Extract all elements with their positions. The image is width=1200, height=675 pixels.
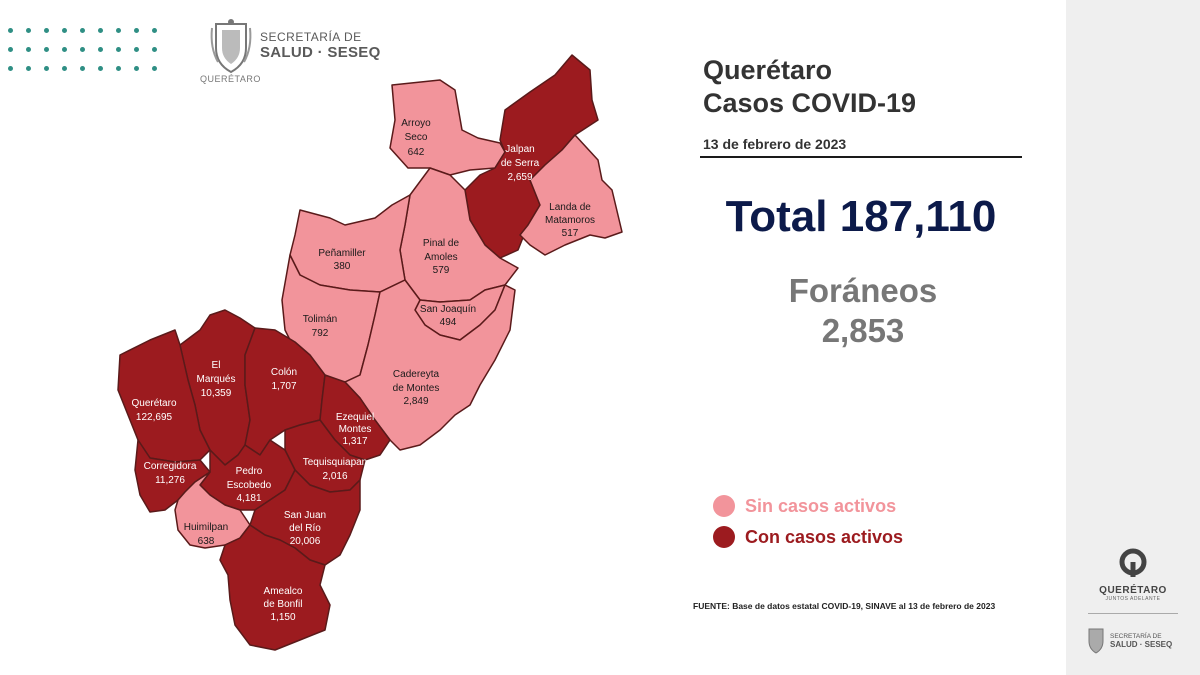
region-name-pedro-escobedo: Escobedo <box>227 480 272 491</box>
region-cases-el-marques: 10,359 <box>201 388 232 399</box>
region-name-san-joaquin: San Joaquín <box>420 304 476 315</box>
region-name-amealco: Amealco <box>264 586 303 597</box>
legend-label-active: Con casos activos <box>745 526 904 547</box>
sidebar-seal-icon <box>1088 628 1104 654</box>
region-cases-colon: 1,707 <box>271 381 296 392</box>
region-name-jalpan: de Serra <box>501 158 540 169</box>
legend-label-inactive: Sin casos activos <box>745 495 897 516</box>
region-cases-toliman: 792 <box>312 328 329 339</box>
region-name-ezequiel: Montes <box>339 424 372 435</box>
logo-line2: SALUD · SESEQ <box>260 44 381 61</box>
seseq-logo: SECRETARÍA DE SALUD · SESEQ <box>208 18 381 76</box>
region-name-tequisquiapan: Tequisquiapan <box>303 457 368 468</box>
sidebar-seal-line1: SECRETARÍA DE <box>1110 633 1162 640</box>
region-amealco <box>219 524 331 651</box>
logo-line1: SECRETARÍA DE <box>260 30 362 44</box>
legend-item-active: Con casos activos <box>713 526 903 548</box>
region-landa <box>519 134 623 256</box>
region-name-arroyo-seco: Arroyo <box>401 118 431 129</box>
region-cases-cadereyta: 2,849 <box>403 396 428 407</box>
region-name-el-marques: El <box>212 360 221 371</box>
region-penamiller <box>289 194 411 293</box>
state-seal-icon <box>210 19 252 74</box>
legend-swatch-active <box>713 526 735 548</box>
queretaro-brand-logo: QUERÉTARO JUNTOS ADELANTE <box>1066 548 1200 602</box>
title-divider <box>700 156 1022 158</box>
seal-caption: QUERÉTARO <box>200 74 261 84</box>
page-title: Querétaro Casos COVID-19 <box>703 54 916 120</box>
sidebar-seal-line2: SALUD · SESEQ <box>1110 640 1173 649</box>
source-note: FUENTE: Base de datos estatal COVID-19, … <box>693 601 996 611</box>
region-cases-san-juan: 20,006 <box>290 536 321 547</box>
region-name-san-juan: San Juan <box>284 510 326 521</box>
region-name-penamiller: Peñamiller <box>318 248 366 259</box>
foraneos-value: 2,853 <box>821 312 905 349</box>
sidebar-divider <box>1088 613 1178 614</box>
region-name-cadereyta: Cadereyta <box>393 369 440 380</box>
region-name-arroyo-seco: Seco <box>405 132 428 143</box>
region-name-huimilpan: Huimilpan <box>184 522 228 533</box>
title-line2: Casos COVID-19 <box>703 88 917 118</box>
region-name-ezequiel: Ezequiel <box>336 412 374 423</box>
region-cases-jalpan: 2,659 <box>507 172 532 183</box>
map-legend: Sin casos activos Con casos activos <box>713 495 903 557</box>
region-name-pedro-escobedo: Pedro <box>236 466 263 477</box>
region-name-colon: Colón <box>271 367 297 378</box>
region-name-san-juan: del Río <box>289 523 321 534</box>
region-cases-penamiller: 380 <box>334 261 351 272</box>
region-name-cadereyta: de Montes <box>393 383 440 394</box>
queretaro-q-icon <box>1119 548 1147 577</box>
region-cases-pinal: 579 <box>433 265 450 276</box>
region-cases-queretaro: 122,695 <box>136 412 173 423</box>
decorative-dot-grid <box>8 28 157 85</box>
region-cases-arroyo-seco: 642 <box>408 147 425 158</box>
foraneos-label: Foráneos <box>788 272 938 309</box>
region-name-toliman: Tolimán <box>303 314 337 325</box>
region-cases-huimilpan: 638 <box>198 536 215 547</box>
legend-item-inactive: Sin casos activos <box>713 495 903 517</box>
region-ezequiel <box>319 374 391 461</box>
brand-tagline: JUNTOS ADELANTE <box>1105 596 1161 602</box>
region-name-corregidora: Corregidora <box>144 461 197 472</box>
region-cases-ezequiel: 1,317 <box>342 436 367 447</box>
legend-swatch-inactive <box>713 495 735 517</box>
queretaro-map: Arroyo Seco 642 Jalpan de Serra 2,659 Landa de… <box>117 54 623 651</box>
region-cases-corregidora: 11,276 <box>155 475 185 486</box>
title-line1: Querétaro <box>703 55 833 85</box>
region-cases-tequisquiapan: 2,016 <box>322 471 347 482</box>
region-name-landa: Matamoros <box>545 215 595 226</box>
right-sidebar: QUERÉTARO JUNTOS ADELANTE SECRETARÍA DE … <box>1066 0 1200 675</box>
total-cases: Total 187,110 <box>725 192 997 241</box>
region-name-pinal: Amoles <box>424 252 457 263</box>
region-name-queretaro: Querétaro <box>131 398 176 409</box>
region-name-pinal: Pinal de <box>423 238 460 249</box>
region-cases-pedro-escobedo: 4,181 <box>236 493 261 504</box>
region-name-landa: Landa de <box>549 202 591 213</box>
region-name-jalpan: Jalpan <box>505 144 534 155</box>
region-cases-san-joaquin: 494 <box>440 317 457 328</box>
brand-name: QUERÉTARO <box>1099 585 1167 596</box>
sidebar-seseq-logo: SECRETARÍA DE SALUD · SESEQ <box>1086 626 1172 656</box>
region-cases-landa: 517 <box>562 228 579 239</box>
region-name-el-marques: Marqués <box>197 374 236 385</box>
region-cases-amealco: 1,150 <box>270 612 295 623</box>
report-date: 13 de febrero de 2023 <box>703 136 847 152</box>
region-name-amealco: de Bonfil <box>264 599 303 610</box>
